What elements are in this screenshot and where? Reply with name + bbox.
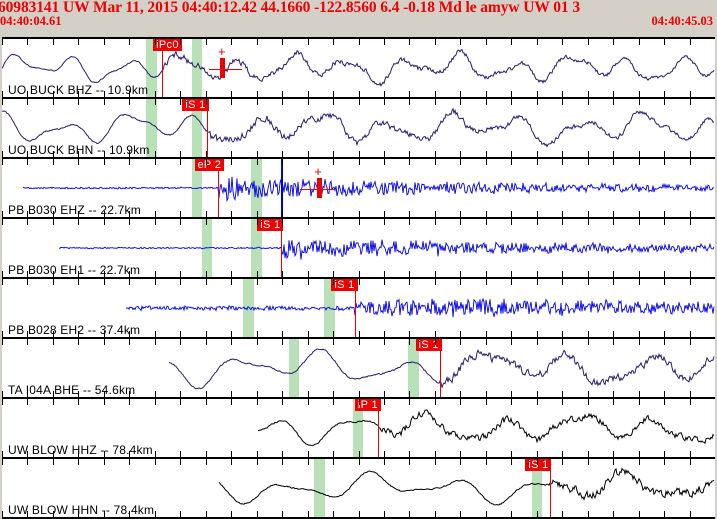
phase-pick-line[interactable] xyxy=(162,39,164,97)
phase-pick-line[interactable] xyxy=(378,399,380,457)
phase-pick-line[interactable] xyxy=(439,339,441,397)
trace-panel[interactable]: iS 1 UO BUCK BHN -- 10.9km xyxy=(2,97,715,159)
trace-panel[interactable]: iP 1 UW BLOW HHZ -- 78.4km xyxy=(2,397,715,459)
window-start-time: 04:40:04.61 xyxy=(0,14,62,28)
trace-panel[interactable]: iS 1 PB B028 EH2 -- 37.4km xyxy=(2,277,715,339)
time-axis-ticks-top xyxy=(2,279,715,286)
trace-stack[interactable]: iPc0 + UO BUCK BHZ -- 10.9km iS 1 UO BUCK BH… xyxy=(0,27,717,519)
time-axis-ticks xyxy=(2,510,715,517)
time-axis-ticks-top xyxy=(2,99,715,106)
time-axis-ticks xyxy=(2,210,715,217)
trace-panel[interactable]: iPc0 + UO BUCK BHZ -- 10.9km xyxy=(2,37,715,99)
trace-station-label: UW BLOW HHN -- 78.4km xyxy=(8,503,155,517)
phase-pick-label[interactable]: iS 1 xyxy=(182,99,209,111)
trace-station-label: PB B028 EH2 -- 37.4km xyxy=(8,323,141,337)
time-axis-ticks xyxy=(2,450,715,457)
trace-panel[interactable]: iS 1 PB B030 EH1 -- 22.7km xyxy=(2,217,715,279)
trace-station-label: TA I04A BHE -- 54.6km xyxy=(8,383,136,397)
trace-panel[interactable]: iS 1 UW BLOW HHN -- 78.4km xyxy=(2,457,715,519)
waveform-trace xyxy=(2,107,715,148)
time-axis-ticks xyxy=(2,90,715,97)
trace-station-label: UO BUCK BHZ -- 10.9km xyxy=(8,83,149,97)
trace-station-label: PB B030 EH1 -- 22.7km xyxy=(8,263,141,277)
phase-pick-label[interactable]: iP 1 xyxy=(354,399,381,411)
waveform-trace xyxy=(257,409,715,446)
window-end-time: 04:40:45.03 xyxy=(651,14,713,28)
trace-panel[interactable]: eP 2 + PB B030 EHZ -- 22.7km xyxy=(2,157,715,219)
waveform-trace xyxy=(22,176,715,203)
phase-pick-label[interactable]: eP 2 xyxy=(194,159,225,171)
trace-panel[interactable]: iS 1 TA I04A BHE -- 54.6km xyxy=(2,337,715,399)
amplitude-marker[interactable] xyxy=(317,178,323,198)
time-axis-ticks xyxy=(2,330,715,337)
amplitude-marker[interactable] xyxy=(220,58,226,78)
phase-pick-line[interactable] xyxy=(218,159,220,217)
coda-window-band xyxy=(531,459,543,517)
phase-pick-line[interactable] xyxy=(280,219,282,277)
time-axis-ticks xyxy=(2,270,715,277)
amplitude-cross-icon: + xyxy=(218,43,226,59)
time-axis-ticks xyxy=(2,150,715,157)
time-axis-ticks-top xyxy=(2,39,715,46)
phase-pick-label[interactable]: iS 1 xyxy=(257,219,284,231)
phase-pick-line[interactable] xyxy=(354,279,356,337)
time-axis-ticks-top xyxy=(2,459,715,466)
event-header-title: 60983141 UW Mar 11, 2015 04:40:12.42 44.… xyxy=(0,0,580,16)
coda-window-band xyxy=(352,399,364,457)
time-axis-ticks xyxy=(2,390,715,397)
waveform-trace xyxy=(218,467,715,506)
coda-window-band xyxy=(288,339,300,397)
coda-window-band xyxy=(191,99,203,157)
coda-window-band xyxy=(242,279,254,337)
waveform-trace xyxy=(168,348,715,390)
waveform-trace xyxy=(58,239,715,260)
phase-pick-line[interactable] xyxy=(206,99,208,157)
header-bar: 60983141 UW Mar 11, 2015 04:40:12.42 44.… xyxy=(0,0,717,28)
phase-pick-label[interactable]: iS 1 xyxy=(331,279,358,291)
phase-pick-line[interactable] xyxy=(549,459,551,517)
waveform-trace xyxy=(2,48,715,87)
time-axis-ticks-top xyxy=(2,399,715,406)
amplitude-cross-icon: + xyxy=(314,163,322,179)
coda-window-band xyxy=(314,459,325,517)
coda-window-band xyxy=(146,99,158,157)
time-axis-ticks-top xyxy=(2,339,715,346)
phase-pick-line[interactable] xyxy=(280,159,283,217)
time-axis-ticks-top xyxy=(2,159,715,166)
phase-pick-label[interactable]: iS 1 xyxy=(525,459,552,471)
trace-station-label: UW BLOW HHZ -- 78.4km xyxy=(8,443,153,457)
coda-window-band xyxy=(191,39,203,97)
phase-pick-label[interactable]: iS 1 xyxy=(415,339,442,351)
trace-station-label: PB B030 EHZ -- 22.7km xyxy=(8,203,141,217)
coda-window-band xyxy=(408,339,420,397)
time-axis-ticks-top xyxy=(2,219,715,226)
trace-station-label: UO BUCK BHN -- 10.9km xyxy=(8,143,150,157)
coda-window-band xyxy=(146,39,158,97)
waveform-trace xyxy=(125,297,715,318)
phase-pick-label[interactable]: iPc0 xyxy=(153,39,182,51)
